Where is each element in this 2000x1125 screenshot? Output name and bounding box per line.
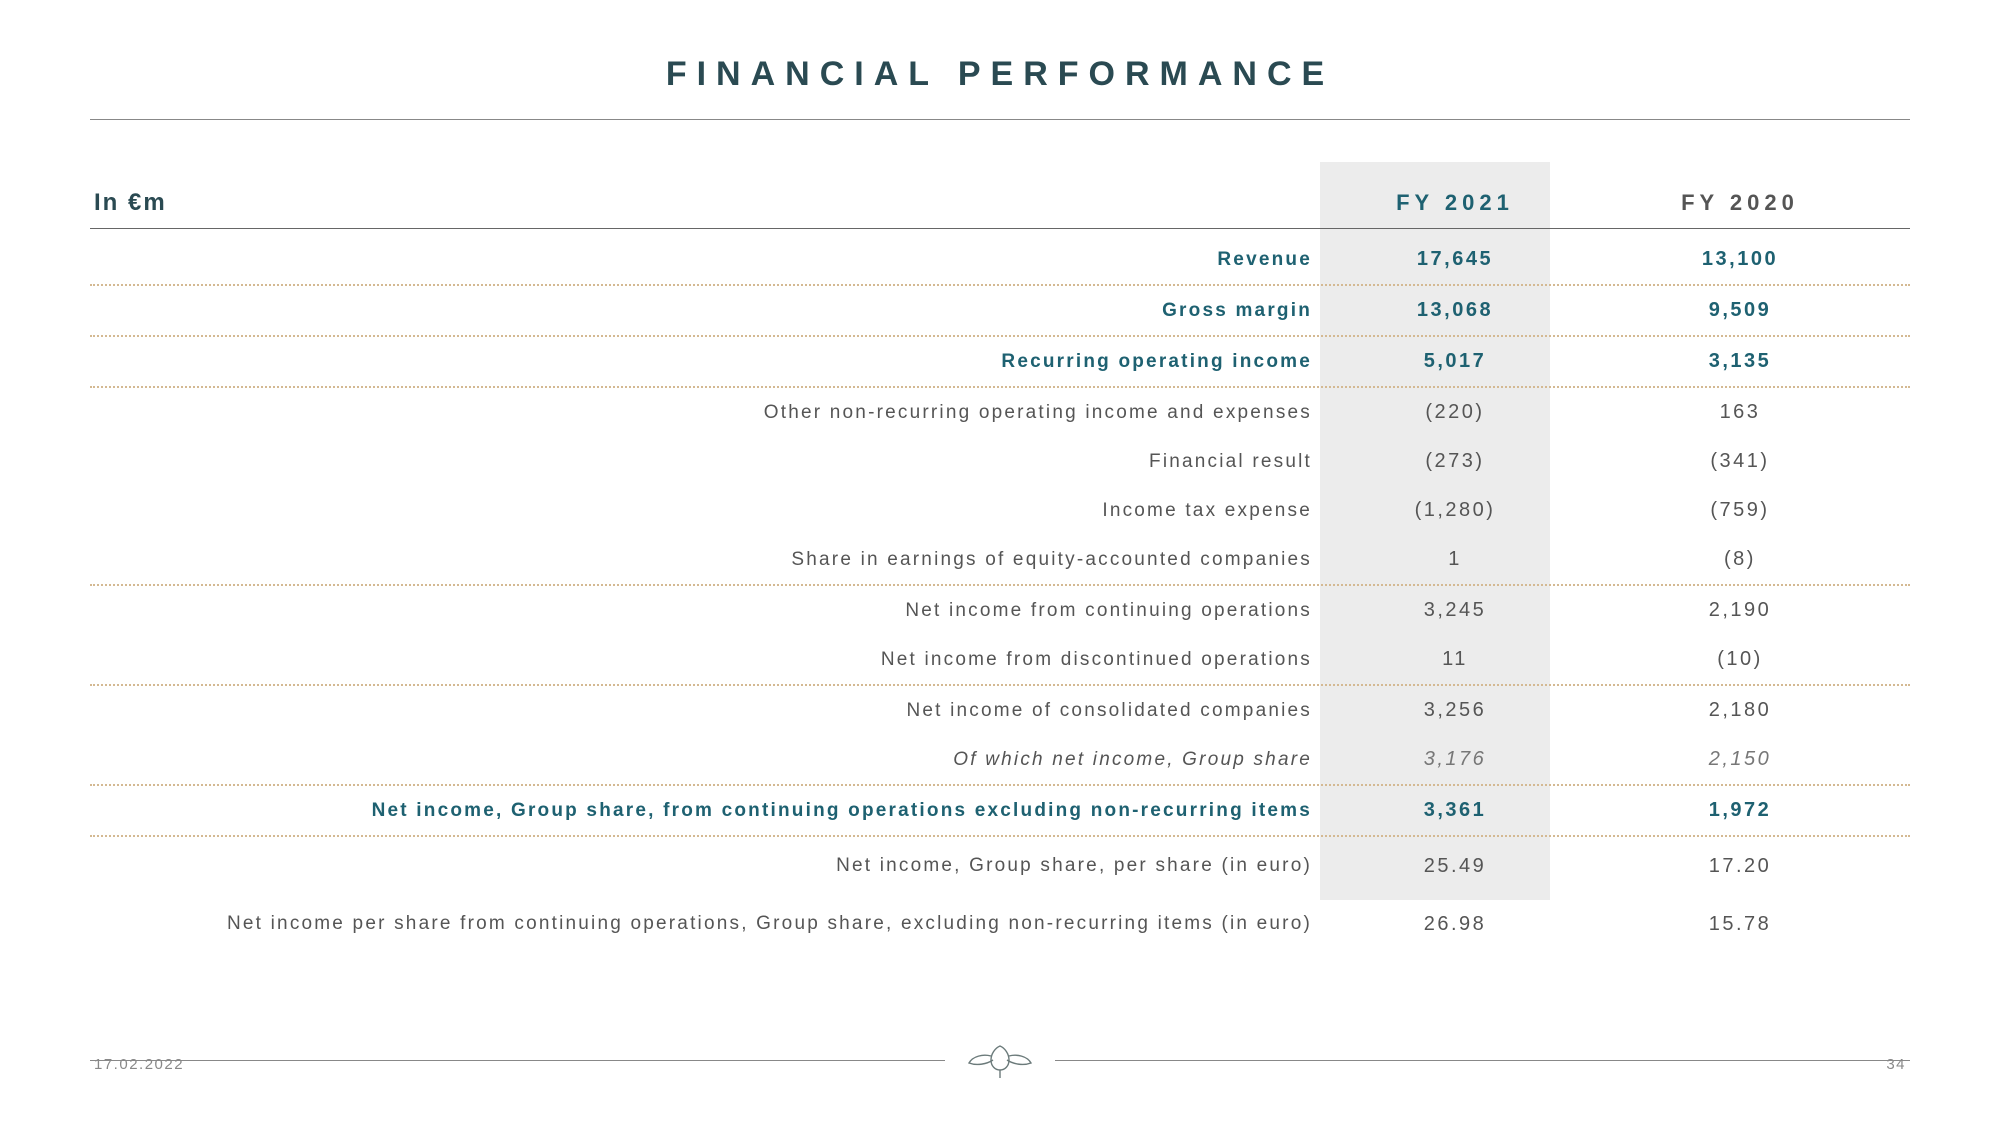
- cell-fy2020: 15.78: [1570, 913, 1910, 936]
- row-label: Of which net income, Group share: [90, 749, 1340, 771]
- row-label: Gross margin: [90, 300, 1340, 322]
- cell-fy2020: 3,135: [1570, 350, 1910, 373]
- table-row: Net income, Group share, from continuing…: [90, 786, 1910, 835]
- cell-fy2021: 3,176: [1340, 748, 1570, 771]
- cell-fy2021: 25.49: [1340, 855, 1570, 878]
- title-rule: [90, 119, 1910, 120]
- col-header-fy2021: FY 2021: [1340, 190, 1570, 216]
- footer-page: 34: [1886, 1056, 1906, 1073]
- cell-fy2020: (8): [1570, 548, 1910, 571]
- cell-fy2021: 26.98: [1340, 913, 1570, 936]
- row-label: Net income from continuing operations: [90, 600, 1340, 622]
- cell-fy2020: 9,509: [1570, 299, 1910, 322]
- table-row: Gross margin13,0689,509: [90, 286, 1910, 335]
- table-row: Net income from discontinued operations1…: [90, 635, 1910, 684]
- cell-fy2021: (1,280): [1340, 499, 1570, 522]
- cell-fy2021: (273): [1340, 450, 1570, 473]
- page-title: FINANCIAL PERFORMANCE: [90, 55, 1910, 94]
- cell-fy2021: 3,256: [1340, 699, 1570, 722]
- table-header-row: In €m FY 2021 FY 2020: [90, 180, 1910, 226]
- cell-fy2020: 13,100: [1570, 248, 1910, 271]
- row-label: Net income, Group share, from continuing…: [90, 800, 1340, 822]
- table-row: Recurring operating income5,0173,135: [90, 337, 1910, 386]
- footer: 17.02.2022 34: [90, 1038, 1910, 1083]
- row-label: Net income, Group share, per share (in e…: [90, 855, 1340, 877]
- logo-icon: [945, 1038, 1055, 1083]
- row-label: Net income from discontinued operations: [90, 649, 1340, 671]
- cell-fy2020: 2,180: [1570, 699, 1910, 722]
- cell-fy2021: 3,361: [1340, 799, 1570, 822]
- slide: FINANCIAL PERFORMANCE In €m FY 2021 FY 2…: [0, 0, 2000, 1125]
- table-row: Share in earnings of equity-accounted co…: [90, 535, 1910, 584]
- cell-fy2021: 5,017: [1340, 350, 1570, 373]
- cell-fy2021: 3,245: [1340, 599, 1570, 622]
- cell-fy2021: 11: [1340, 648, 1570, 671]
- row-label: Revenue: [90, 249, 1340, 271]
- header-rule: [90, 228, 1910, 229]
- row-label: Income tax expense: [90, 500, 1340, 522]
- table-row: Financial result(273)(341): [90, 437, 1910, 486]
- table-row: Other non-recurring operating income and…: [90, 388, 1910, 437]
- table-row: Income tax expense(1,280)(759): [90, 486, 1910, 535]
- unit-label: In €m: [90, 189, 1340, 217]
- cell-fy2020: (341): [1570, 450, 1910, 473]
- table-row: Net income, Group share, per share (in e…: [90, 837, 1910, 895]
- cell-fy2020: 17.20: [1570, 855, 1910, 878]
- footer-line-left: [90, 1060, 945, 1061]
- footer-line-right: [1055, 1060, 1910, 1061]
- table-row: Net income from continuing operations3,2…: [90, 586, 1910, 635]
- cell-fy2021: 13,068: [1340, 299, 1570, 322]
- row-label: Net income per share from continuing ope…: [90, 913, 1340, 935]
- financial-table: In €m FY 2021 FY 2020 Revenue17,64513,10…: [90, 180, 1910, 953]
- cell-fy2020: 163: [1570, 401, 1910, 424]
- table-row: Revenue17,64513,100: [90, 235, 1910, 284]
- cell-fy2020: (759): [1570, 499, 1910, 522]
- row-label: Other non-recurring operating income and…: [90, 402, 1340, 424]
- cell-fy2021: 17,645: [1340, 248, 1570, 271]
- row-label: Net income of consolidated companies: [90, 700, 1340, 722]
- cell-fy2021: (220): [1340, 401, 1570, 424]
- cell-fy2020: 2,190: [1570, 599, 1910, 622]
- table-row: Net income of consolidated companies3,25…: [90, 686, 1910, 735]
- table-row: Of which net income, Group share3,1762,1…: [90, 735, 1910, 784]
- row-label: Financial result: [90, 451, 1340, 473]
- cell-fy2020: 2,150: [1570, 748, 1910, 771]
- cell-fy2020: (10): [1570, 648, 1910, 671]
- row-label: Share in earnings of equity-accounted co…: [90, 549, 1340, 571]
- footer-date: 17.02.2022: [94, 1056, 184, 1073]
- cell-fy2021: 1: [1340, 548, 1570, 571]
- table-row: Net income per share from continuing ope…: [90, 895, 1910, 953]
- cell-fy2020: 1,972: [1570, 799, 1910, 822]
- row-label: Recurring operating income: [90, 351, 1340, 373]
- col-header-fy2020: FY 2020: [1570, 190, 1910, 216]
